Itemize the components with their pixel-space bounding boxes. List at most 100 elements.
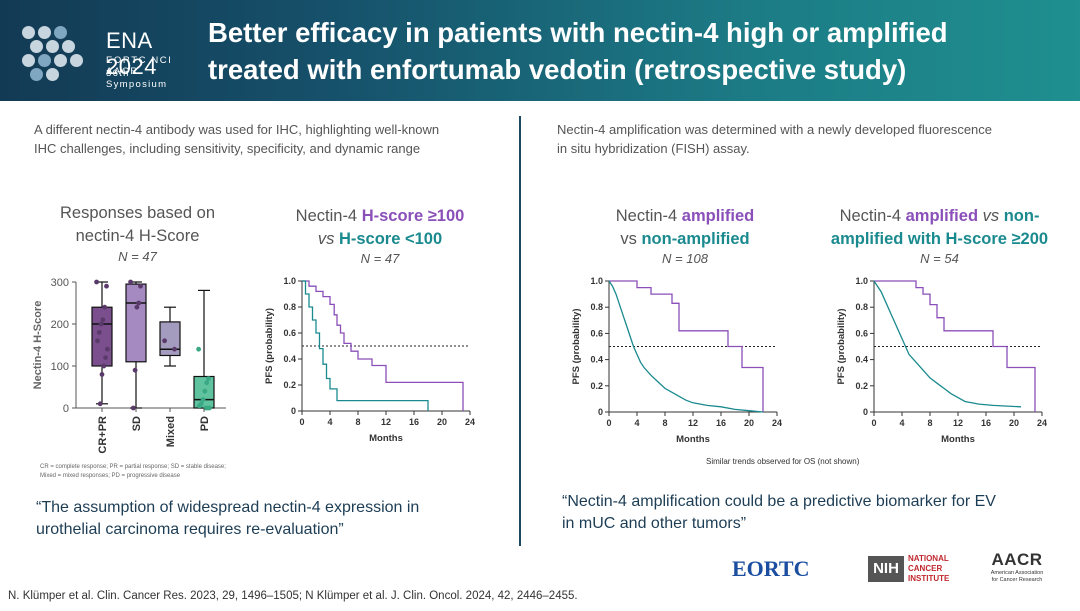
x-tick-label: 0 — [871, 418, 876, 428]
x-tick-label: 16 — [409, 417, 419, 427]
y-tick-label: 0 — [63, 403, 69, 415]
x-tick-label: SD — [131, 416, 143, 431]
km2-title-highlight: amplified — [681, 207, 755, 225]
box-point — [96, 330, 102, 335]
km3-title-highlight: amplified — [905, 207, 979, 225]
km1-title-part: Nectin-4 — [295, 207, 362, 225]
km1-chart: 0 0.2 0.4 0.6 0.8 1.0 0 4 8 12 16 20 24 Months PFS (pr… — [264, 276, 475, 444]
box-point — [197, 403, 202, 409]
aacr-sub-2: for Cancer Research — [991, 577, 1043, 583]
km-series-teal — [873, 280, 1022, 408]
box-point — [138, 283, 143, 289]
y-tick-label: 1.0 — [855, 276, 868, 286]
right-lead-line-2: in situ hybridization (FISH) assay. — [557, 141, 750, 156]
nih-nci-logo: NIH NATIONAL CANCER INSTITUTE — [868, 554, 972, 586]
box-point — [202, 388, 208, 394]
header-banner: ENA 2024 EORTC NCI AACR 36th Symposium B… — [0, 0, 1080, 101]
y-axis-label: Nectin-4 H-Score — [32, 301, 44, 390]
km2-chart: 0 0.2 0.4 0.6 0.8 1.0 0 4 8 12 16 20 24 Months PFS (pr… — [571, 276, 782, 445]
km-series-purple — [874, 280, 1036, 412]
boxplot-n: N = 47 — [118, 249, 157, 264]
boxplot-title-line-2: nectin-4 H-Score — [75, 227, 200, 245]
box-point — [132, 367, 138, 373]
x-tick-label: 20 — [744, 418, 754, 428]
logo-dot — [54, 54, 67, 67]
y-axis-label: PFS (probability) — [571, 309, 582, 385]
logo-dot — [38, 26, 51, 39]
aacr-logo: AACR American Association for Cancer Res… — [982, 550, 1052, 590]
x-tick-label: 20 — [1009, 418, 1019, 428]
y-tick-label: 0.2 — [283, 380, 296, 390]
x-axis-label: Months — [941, 434, 975, 445]
y-tick-label: 0.6 — [855, 328, 868, 338]
box-point — [104, 283, 109, 289]
x-tick-label: 24 — [772, 418, 782, 428]
footer-reference: N. Klümper et al. Clin. Cancer Res. 2023… — [8, 590, 578, 602]
y-axis-label: PFS (probability) — [836, 309, 847, 385]
y-tick-label: 0.2 — [855, 381, 868, 391]
box-point — [97, 401, 103, 407]
box-point — [99, 372, 105, 377]
y-tick-label: 1.0 — [590, 276, 603, 286]
x-axis-label: Months — [676, 434, 710, 445]
x-tick-label: Mixed — [165, 416, 177, 447]
box-point — [196, 346, 202, 352]
km2-title-vs: vs — [620, 230, 642, 248]
km-series-purple — [302, 280, 464, 411]
y-tick-label: 0.4 — [283, 354, 296, 364]
logo-subtitle: EORTC NCI AACR — [106, 55, 173, 77]
km-series-teal — [608, 280, 764, 413]
y-tick-label: 0.2 — [590, 381, 603, 391]
km3-n: N = 54 — [920, 251, 959, 266]
km1-title: Nectin-4 H-score ≥100 vs H-score <100 — [270, 205, 490, 251]
ena-logo: ENA 2024 EORTC NCI AACR 36th Symposium — [22, 20, 192, 90]
nci-line-2: CANCER — [908, 564, 943, 573]
logo-dot — [30, 40, 43, 53]
km-series-purple — [609, 280, 764, 412]
x-tick-label: 12 — [688, 418, 698, 428]
box-point — [130, 405, 136, 411]
x-tick-label: 0 — [299, 417, 304, 427]
section-divider — [519, 116, 521, 546]
km3-chart: 0 0.2 0.4 0.6 0.8 1.0 0 4 8 12 16 20 24 Months PFS (pr… — [836, 276, 1047, 445]
logo-dot — [22, 54, 35, 67]
km2-title-highlight-2: non-amplified — [641, 230, 750, 248]
box-iqr — [125, 283, 147, 363]
km1-title-vs: vs — [317, 230, 339, 248]
km3-title-highlight-3: amplified with H-score ≥200 — [830, 230, 1049, 248]
y-tick-label: 0.8 — [283, 302, 296, 312]
slide-title: Better efficacy in patients with nectin-… — [208, 14, 1068, 88]
box-point — [172, 346, 177, 352]
os-note: Similar trends observed for OS (not show… — [706, 457, 860, 466]
box-point — [94, 279, 99, 285]
left-quote: “The assumption of widespread nectin-4 e… — [36, 497, 419, 541]
km1-title-highlight: H-score ≥100 — [361, 207, 465, 225]
x-tick-label: 16 — [981, 418, 991, 428]
y-tick-label: 0 — [291, 406, 296, 416]
x-tick-label: 20 — [437, 417, 447, 427]
x-tick-label: 16 — [716, 418, 726, 428]
right-lead-text: Nectin-4 amplification was determined wi… — [557, 120, 992, 158]
nih-badge: NIH — [868, 556, 904, 582]
box-point — [162, 338, 168, 344]
y-tick-label: 0.6 — [590, 328, 603, 338]
right-lead-line-1: Nectin-4 amplification was determined wi… — [557, 122, 993, 137]
y-tick-label: 0.8 — [590, 302, 603, 312]
box-point — [128, 279, 133, 285]
left-lead-line-1: A different nectin-4 antibody was used f… — [34, 122, 440, 137]
title-line-1: Better efficacy in patients with nectin-… — [208, 17, 948, 48]
right-quote: “Nectin-4 amplification could be a predi… — [562, 491, 996, 535]
title-line-2: treated with enfortumab vedotin (retrosp… — [208, 54, 907, 85]
nci-line-3: INSTITUTE — [908, 574, 950, 583]
left-lead-line-2: IHC challenges, including sensitivity, s… — [34, 141, 421, 156]
km1-title-highlight-2: H-score <100 — [338, 230, 443, 248]
x-tick-label: 12 — [953, 418, 963, 428]
x-tick-label: 4 — [899, 418, 904, 428]
abbreviation-line-1: CR = complete response; PR = partial res… — [40, 464, 226, 470]
logo-dot — [38, 54, 51, 67]
left-lead-text: A different nectin-4 antibody was used f… — [34, 120, 439, 158]
km3-title: Nectin-4 amplified vs non- amplified wit… — [812, 205, 1067, 251]
x-tick-label: 24 — [1037, 418, 1047, 428]
km3-title-highlight-2: non- — [1003, 207, 1040, 225]
right-quote-line-2: in mUC and other tumors” — [562, 515, 747, 532]
